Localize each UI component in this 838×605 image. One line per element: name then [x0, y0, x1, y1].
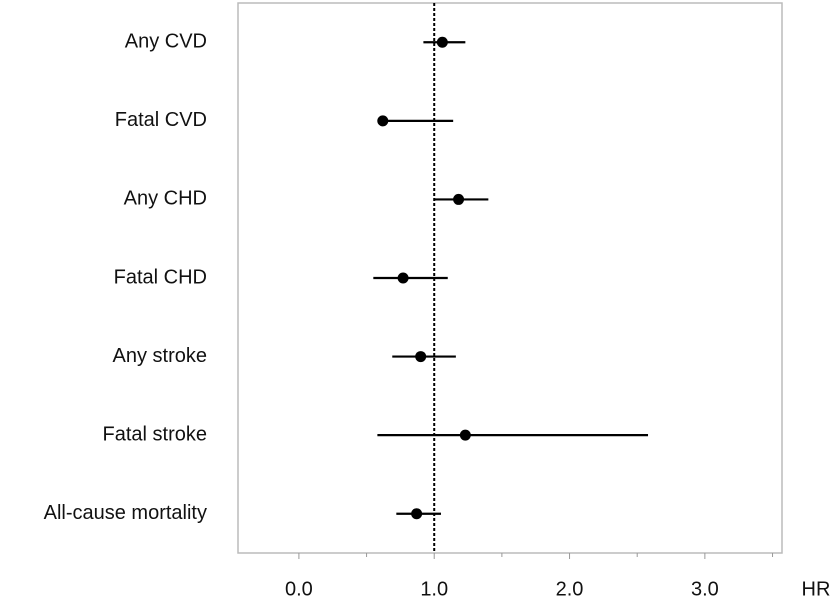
- y-tick-label: All-cause mortality: [44, 502, 207, 524]
- plot-frame: [237, 2, 783, 554]
- point-estimate: [436, 36, 448, 48]
- point-estimate: [415, 351, 427, 363]
- point-estimate: [397, 272, 409, 284]
- y-tick-label: Fatal CVD: [115, 109, 207, 131]
- point-estimate: [377, 115, 389, 127]
- x-tick-label: 0.0: [285, 578, 313, 600]
- x-tick-label: 2.0: [556, 578, 584, 600]
- point-estimate: [453, 193, 465, 205]
- y-tick-label: Any stroke: [113, 345, 207, 367]
- y-tick-label: Any CHD: [124, 188, 207, 210]
- x-tick-label: 3.0: [691, 578, 719, 600]
- x-axis-label: HR: [802, 578, 831, 600]
- y-tick-label: Any CVD: [125, 31, 207, 53]
- point-estimate: [459, 429, 471, 441]
- y-tick-label: Fatal CHD: [114, 266, 207, 288]
- y-tick-label: Fatal stroke: [103, 423, 207, 445]
- x-tick-label: 1.0: [420, 578, 448, 600]
- point-estimate: [411, 508, 423, 520]
